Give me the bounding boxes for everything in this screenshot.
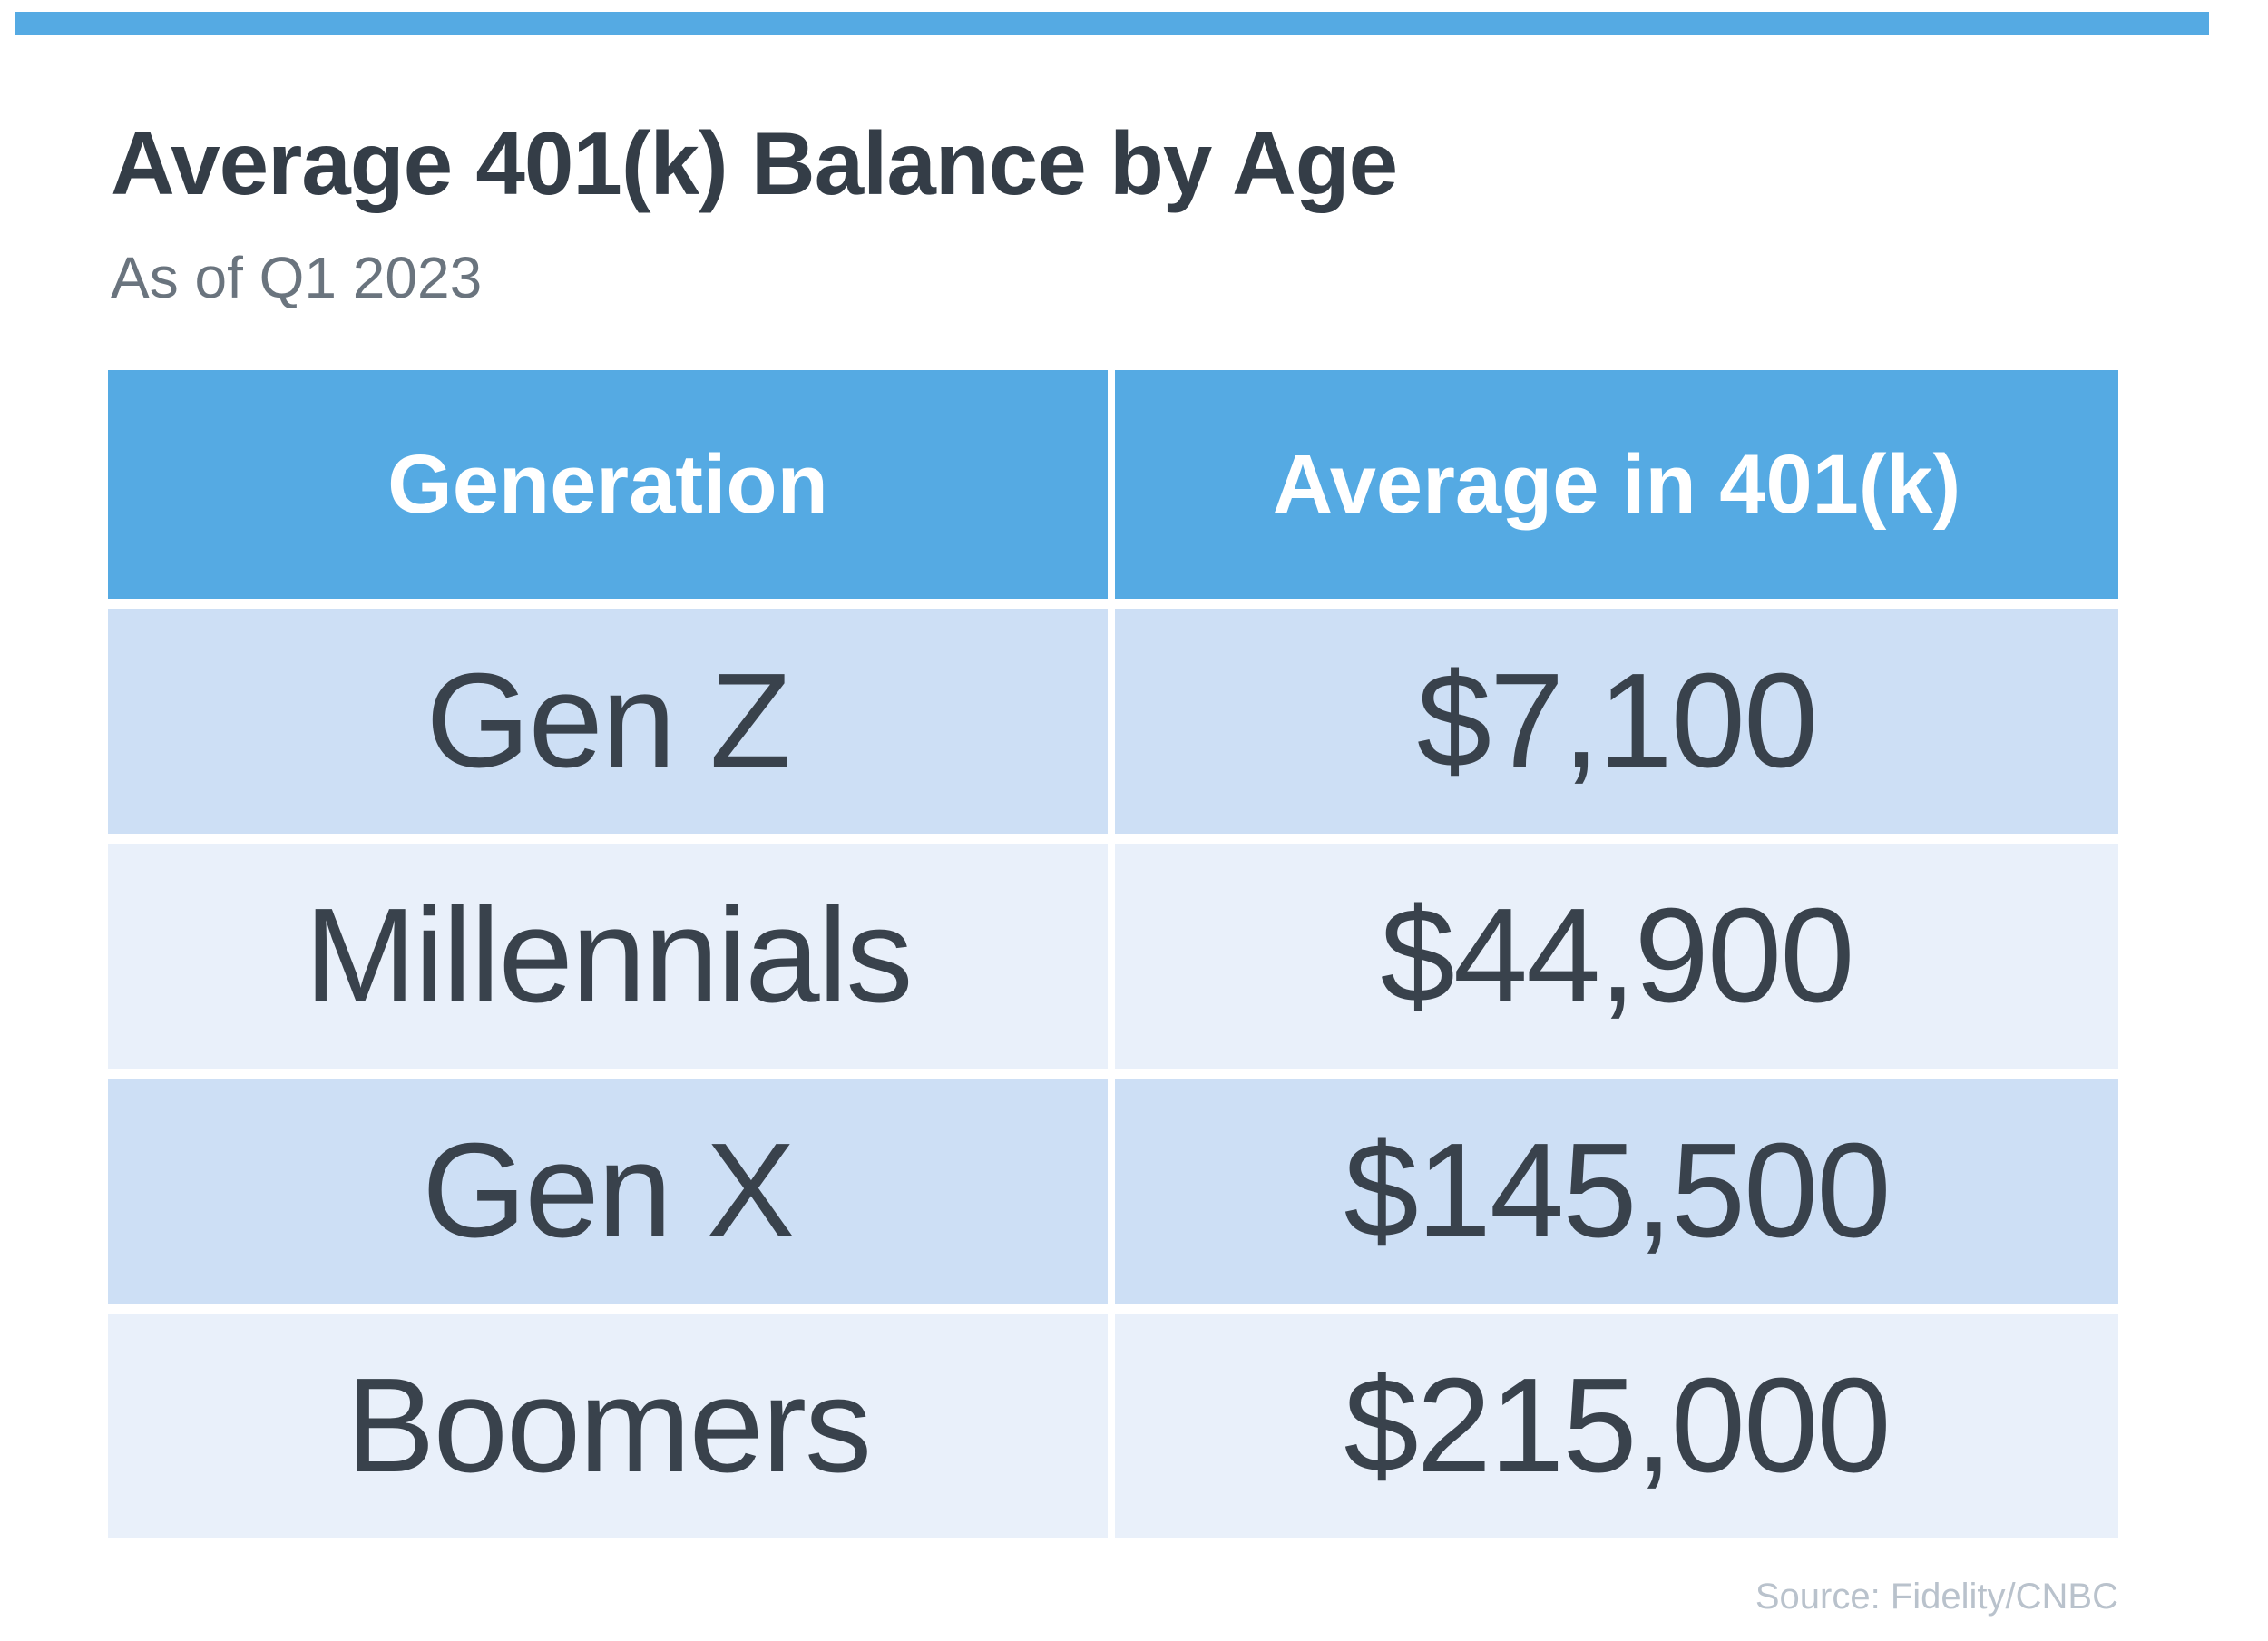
page-subtitle: As of Q1 2023 — [111, 245, 483, 310]
table-cell-average: $145,500 — [1115, 1079, 2118, 1304]
table-cell-generation: Boomers — [108, 1314, 1108, 1538]
table-cell-average: $44,900 — [1115, 844, 2118, 1069]
table-cell-generation: Gen X — [108, 1079, 1108, 1304]
table-cell-average: $215,000 — [1115, 1314, 2118, 1538]
column-header-average: Average in 401(k) — [1115, 370, 2118, 599]
column-header-generation: Generation — [108, 370, 1108, 599]
table-cell-average: $7,100 — [1115, 609, 2118, 834]
balance-table: Generation Average in 401(k) Gen Z $7,10… — [108, 370, 2118, 1538]
table-cell-generation: Millennials — [108, 844, 1108, 1069]
page-title: Average 401(k) Balance by Age — [111, 113, 1398, 213]
table-cell-generation: Gen Z — [108, 609, 1108, 834]
top-accent-bar — [15, 12, 2209, 35]
source-attribution: Source: Fidelity/CNBC — [1755, 1577, 2118, 1617]
